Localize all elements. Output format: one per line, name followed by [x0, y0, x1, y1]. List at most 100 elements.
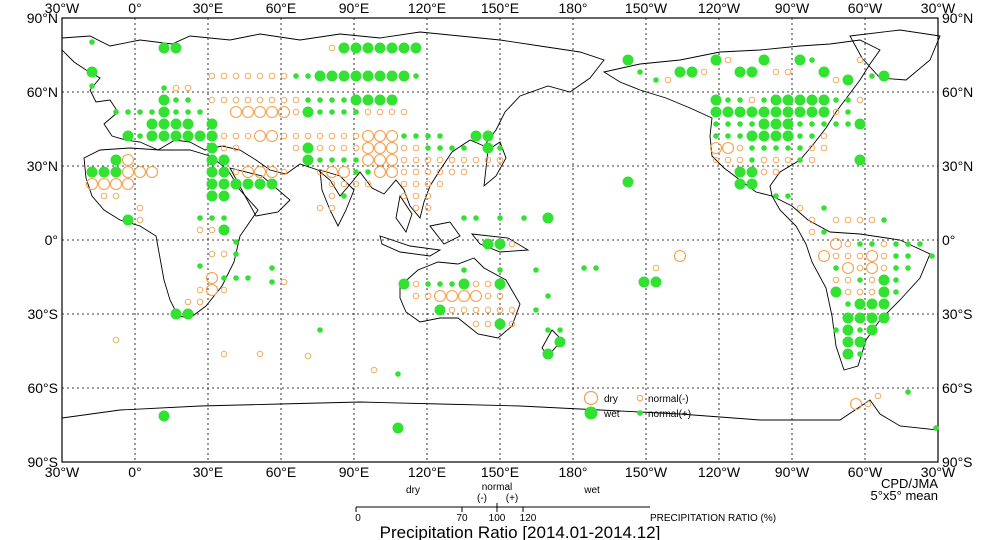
- station-wet: [398, 42, 410, 54]
- station-symbols: [85, 39, 939, 434]
- station-normal-plus: [785, 193, 791, 199]
- station-normal-plus: [395, 371, 401, 377]
- station-normal-plus: [785, 145, 791, 151]
- station-normal-minus: [364, 180, 372, 188]
- station-dry: [121, 177, 135, 191]
- station-dry: [385, 165, 399, 179]
- longitude-label: 180°: [559, 464, 588, 480]
- station-normal-minus: [100, 192, 108, 200]
- station-normal-plus: [833, 121, 839, 127]
- station-dry: [817, 249, 831, 263]
- station-normal-minus: [172, 84, 180, 92]
- station-normal-minus: [244, 96, 252, 104]
- station-wet: [242, 178, 254, 190]
- station-wet: [182, 118, 194, 130]
- station-normal-minus: [448, 306, 456, 314]
- station-normal-plus: [365, 169, 371, 175]
- latitude-label: 30°N: [27, 158, 58, 174]
- station-wet: [842, 336, 854, 348]
- station-wet: [854, 298, 866, 310]
- station-normal-plus: [413, 133, 419, 139]
- station-wet: [710, 94, 722, 106]
- station-normal-plus: [933, 425, 939, 431]
- station-normal-minus: [712, 156, 720, 164]
- station-normal-minus: [400, 192, 408, 200]
- longitude-label: 30°W: [921, 0, 956, 16]
- station-normal-plus: [173, 97, 179, 103]
- station-normal-plus: [149, 109, 155, 115]
- station-normal-plus: [713, 121, 719, 127]
- station-wet: [110, 166, 122, 178]
- station-normal-minus: [364, 108, 372, 116]
- station-normal-plus: [521, 215, 527, 221]
- longitude-label: 60°E: [266, 0, 297, 16]
- station-normal-plus: [305, 97, 311, 103]
- station-wet: [302, 106, 314, 118]
- longitude-label: 30°W: [45, 464, 80, 480]
- station-normal-plus: [449, 145, 455, 151]
- station-normal-minus: [880, 240, 888, 248]
- station-wet: [842, 324, 854, 336]
- station-normal-minus: [772, 68, 780, 76]
- station-normal-plus: [137, 109, 143, 115]
- station-wet: [758, 54, 770, 66]
- station-wet: [734, 166, 746, 178]
- station-normal-plus: [437, 281, 443, 287]
- station-normal-minus: [856, 264, 864, 272]
- station-normal-minus: [220, 72, 228, 80]
- station-normal-plus: [233, 251, 239, 257]
- station-normal-plus: [773, 193, 779, 199]
- station-normal-minus: [448, 168, 456, 176]
- station-dry: [445, 289, 459, 303]
- longitude-label: 120°E: [408, 0, 446, 16]
- latitude-label: 30°N: [942, 158, 973, 174]
- station-normal-plus: [209, 215, 215, 221]
- station-normal-plus: [821, 229, 827, 235]
- station-wet: [542, 348, 554, 360]
- station-normal-minus: [232, 72, 240, 80]
- station-wet: [842, 348, 854, 360]
- station-normal-minus: [844, 276, 852, 284]
- station-wet: [158, 130, 170, 142]
- station-normal-plus: [761, 145, 767, 151]
- station-normal-minus: [268, 72, 276, 80]
- longitude-labels-top: 30°W 0° 30°E 60°E 90°E 120°E 150°E 180° 150°W 120…: [45, 0, 956, 16]
- station-normal-minus: [844, 240, 852, 248]
- station-normal-minus: [256, 72, 264, 80]
- station-wet: [830, 286, 842, 298]
- longitude-label: 120°W: [698, 464, 741, 480]
- station-wet: [374, 42, 386, 54]
- station-normal-plus: [161, 85, 167, 91]
- station-wet: [122, 214, 134, 226]
- station-normal-minus: [868, 288, 876, 296]
- station-normal-minus: [370, 366, 378, 374]
- station-normal-plus: [725, 121, 731, 127]
- station-normal-plus: [185, 109, 191, 115]
- station-dry: [277, 105, 291, 119]
- station-dry: [133, 165, 147, 179]
- station-dry: [205, 283, 219, 297]
- station-normal-minus: [844, 216, 852, 224]
- station-dry: [385, 129, 399, 143]
- station-normal-minus: [196, 226, 204, 234]
- station-normal-minus: [256, 96, 264, 104]
- station-normal-minus: [328, 192, 336, 200]
- longitude-label: 30°E: [193, 0, 224, 16]
- station-dry: [457, 289, 471, 303]
- station-wet: [218, 154, 230, 166]
- station-normal-plus: [773, 145, 779, 151]
- station-normal-plus: [893, 289, 899, 295]
- station-normal-minus: [292, 132, 300, 140]
- station-normal-plus: [833, 97, 839, 103]
- station-normal-minus: [472, 280, 480, 288]
- station-wet: [218, 166, 230, 178]
- station-wet: [866, 324, 878, 336]
- station-normal-plus: [809, 121, 815, 127]
- station-normal-plus: [317, 157, 323, 163]
- station-wet: [398, 278, 410, 290]
- station-normal-minus: [400, 180, 408, 188]
- station-wet: [794, 54, 806, 66]
- station-normal-minus: [496, 306, 504, 314]
- station-wet: [842, 312, 854, 324]
- station-normal-plus: [197, 263, 203, 269]
